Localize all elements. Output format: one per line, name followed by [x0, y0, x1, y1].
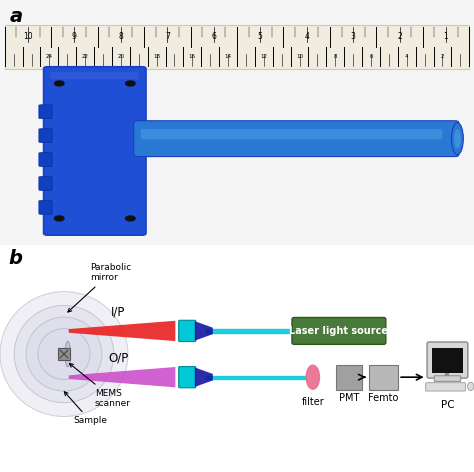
Text: 20: 20	[118, 54, 124, 59]
FancyBboxPatch shape	[369, 365, 398, 390]
FancyBboxPatch shape	[44, 67, 146, 235]
Text: filter: filter	[301, 396, 324, 406]
FancyBboxPatch shape	[39, 152, 52, 167]
Text: 3: 3	[351, 32, 356, 42]
Text: I/P: I/P	[111, 306, 126, 319]
Text: PC: PC	[441, 400, 454, 410]
Text: 6: 6	[211, 32, 216, 42]
FancyBboxPatch shape	[134, 121, 459, 157]
Text: 1: 1	[444, 32, 448, 42]
Circle shape	[55, 216, 64, 221]
Ellipse shape	[451, 123, 463, 155]
FancyBboxPatch shape	[427, 342, 468, 378]
Text: Sample: Sample	[64, 392, 108, 425]
Circle shape	[126, 81, 135, 86]
FancyBboxPatch shape	[336, 365, 362, 390]
Ellipse shape	[468, 382, 474, 391]
FancyBboxPatch shape	[434, 376, 461, 381]
Circle shape	[38, 329, 90, 379]
Text: 8: 8	[118, 32, 123, 42]
Text: 8: 8	[334, 54, 337, 59]
Text: 10: 10	[296, 54, 303, 59]
FancyBboxPatch shape	[426, 383, 465, 391]
Text: 16: 16	[189, 54, 196, 59]
FancyBboxPatch shape	[292, 318, 386, 345]
Text: MEMS
scanner: MEMS scanner	[70, 363, 131, 408]
Text: PMT: PMT	[339, 393, 359, 403]
Circle shape	[126, 216, 135, 221]
FancyBboxPatch shape	[39, 105, 52, 118]
Text: 7: 7	[165, 32, 170, 42]
Polygon shape	[195, 368, 213, 387]
Text: 24: 24	[46, 54, 53, 59]
Text: 12: 12	[260, 54, 267, 59]
Text: a: a	[9, 8, 23, 26]
Text: 2: 2	[441, 54, 444, 59]
Text: 10: 10	[23, 32, 33, 42]
Text: 9: 9	[72, 32, 77, 42]
Text: 22: 22	[82, 54, 89, 59]
Polygon shape	[69, 321, 175, 341]
Circle shape	[14, 305, 114, 403]
Circle shape	[0, 292, 128, 416]
FancyBboxPatch shape	[141, 129, 442, 139]
Text: b: b	[9, 249, 23, 268]
FancyBboxPatch shape	[179, 320, 196, 342]
Text: Parabolic
mirror: Parabolic mirror	[68, 263, 131, 312]
FancyBboxPatch shape	[39, 201, 52, 214]
FancyBboxPatch shape	[0, 0, 474, 245]
Polygon shape	[69, 367, 175, 388]
Ellipse shape	[65, 341, 71, 367]
Text: 2: 2	[397, 32, 402, 42]
Text: O/P: O/P	[109, 352, 128, 365]
Text: 6: 6	[369, 54, 373, 59]
Text: 4: 4	[304, 32, 309, 42]
Text: 18: 18	[153, 54, 160, 59]
Text: Femto: Femto	[368, 393, 399, 403]
FancyBboxPatch shape	[51, 72, 139, 79]
Ellipse shape	[306, 365, 319, 389]
FancyBboxPatch shape	[432, 347, 463, 373]
Text: 4: 4	[405, 54, 409, 59]
Text: 14: 14	[225, 54, 232, 59]
Ellipse shape	[454, 129, 461, 148]
Circle shape	[55, 81, 64, 86]
Circle shape	[26, 317, 102, 391]
FancyBboxPatch shape	[179, 367, 196, 388]
Polygon shape	[195, 321, 213, 341]
FancyBboxPatch shape	[58, 348, 70, 360]
FancyBboxPatch shape	[39, 177, 52, 190]
FancyBboxPatch shape	[39, 129, 52, 143]
FancyBboxPatch shape	[5, 25, 469, 69]
Text: 5: 5	[258, 32, 263, 42]
Text: Laser light source: Laser light source	[290, 326, 388, 336]
